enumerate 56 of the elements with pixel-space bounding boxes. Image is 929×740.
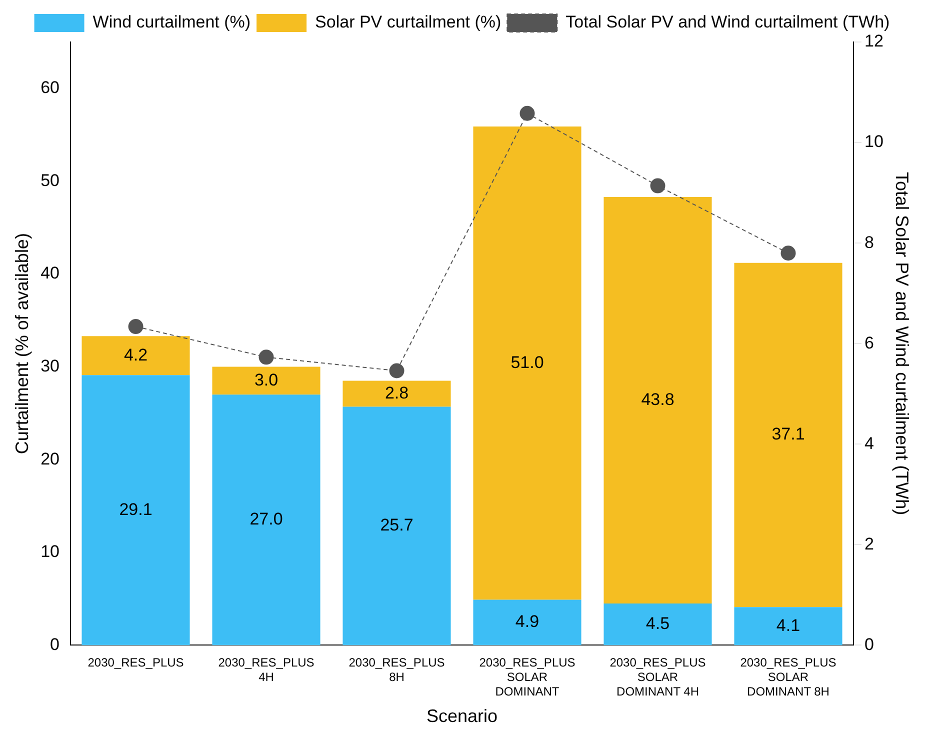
data-label: 4.5 [646,614,670,634]
legend-label: Solar PV curtailment (%) [315,12,502,32]
bar [342,380,451,407]
legend-label: Wind curtailment (%) [92,12,251,32]
data-label: 4.2 [124,345,148,364]
y2-axis-title: Total Solar PV and Wind curtailment (TWh) [892,172,912,516]
data-label: 51.0 [510,352,544,372]
y-tick-label: 0 [50,634,60,654]
x-tick-label: 2030_RES_PLUS 4H [218,656,314,684]
data-label: 2.8 [384,383,409,402]
y2-tick-label: 2 [864,534,874,554]
bar [734,607,842,646]
y-axis-title: Curtailment (% of available) [12,233,32,454]
data-label: 37.1 [772,424,805,444]
bar [473,126,582,600]
y-tick-label: 40 [40,264,60,283]
point [780,246,796,261]
data-label: 25.7 [380,516,414,535]
point [520,106,535,121]
bar [342,406,451,646]
legend-label: Total Solar PV and Wind curtailment (TWh) [566,12,890,32]
bar [604,196,712,604]
point [650,178,666,194]
bar [82,336,190,376]
y2-tick-label: 0 [864,634,874,654]
data-label: 4.9 [515,612,540,632]
data-label: 43.8 [641,390,674,409]
bar [473,600,582,646]
y-tick-label: 50 [40,170,60,190]
y-tick-label: 60 [40,78,60,98]
data-label: 4.1 [776,616,800,635]
y2-tick-label: 6 [864,333,874,352]
point [389,363,404,378]
bar [82,375,190,646]
y-tick-label: 10 [40,542,60,562]
x-axis-title: Scenario [426,706,498,726]
bar [604,603,712,646]
y2-tick-label: 12 [864,32,884,51]
bar [212,394,320,646]
y2-tick-label: 4 [864,434,874,453]
y2-tick-label: 10 [864,132,884,152]
x-tick-label: 2030_RES_PLUS 8H [348,656,445,684]
y-tick-label: 20 [40,449,60,468]
x-tick-label: 2030_RES_PLUS SOLAR DOMINANT [479,656,576,699]
point [258,350,274,365]
y-tick-label: 30 [40,356,60,376]
x-tick-label: 2030_RES_PLUS SOLAR DOMINANT 8H [740,656,836,699]
data-label: 27.0 [250,510,283,529]
x-tick-label: 2030_RES_PLUS SOLAR DOMINANT 4H [610,656,706,699]
y2-tick-label: 8 [864,232,874,252]
data-label: 29.1 [119,500,152,519]
bar [212,366,320,395]
point [128,319,144,334]
data-label: 3.0 [254,370,278,390]
x-tick-label: 2030_RES_PLUS [88,656,184,670]
bar [734,262,842,608]
